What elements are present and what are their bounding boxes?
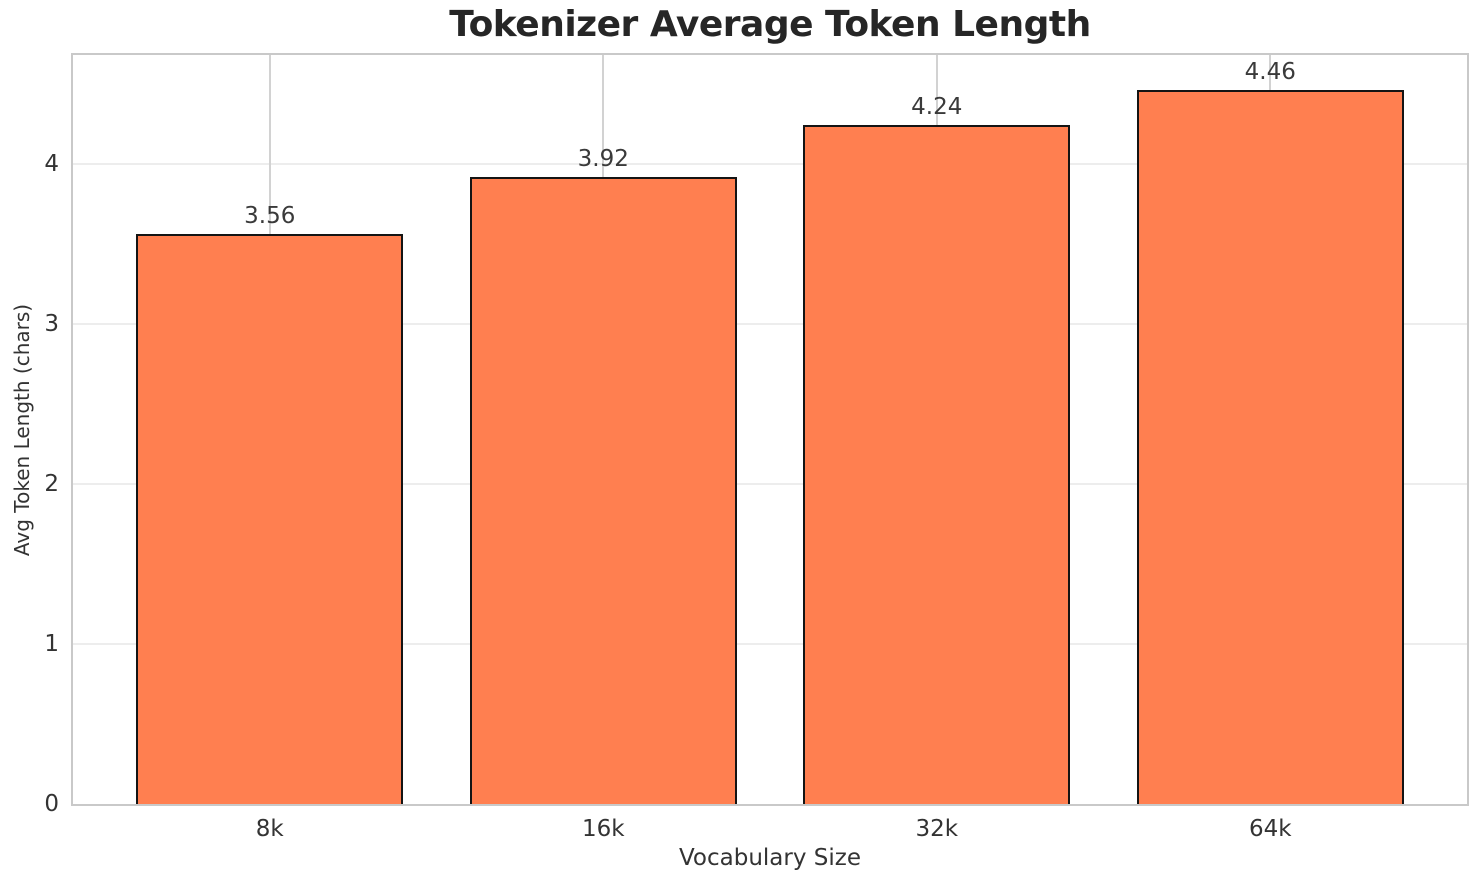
x-tick-label: 16k [581,816,625,842]
y-tick-label: 2 [44,470,59,497]
y-tick-label: 1 [44,630,59,657]
y-axis-label: Avg Token Length (chars) [10,303,34,557]
x-axis-label: Vocabulary Size [678,845,861,871]
chart-title: Tokenizer Average Token Length [449,4,1091,45]
bar-32k [803,125,1071,804]
bar-value-label: 4.24 [911,94,963,121]
horizontal-gridline [73,322,1467,325]
bar-8k [136,234,404,804]
horizontal-gridline [73,482,1467,485]
bar-value-label: 3.56 [244,203,296,230]
plot-area: 0 1 2 3 4 3.56 8k 3.92 16k 4.24 32k 4.46 64k [44,53,1469,842]
horizontal-gridline [73,162,1467,165]
x-tick-label: 64k [1248,816,1292,842]
horizontal-gridline [73,642,1467,645]
y-tick-label: 0 [44,791,59,817]
y-tick-label: 3 [44,310,59,337]
y-tick-label: 4 [44,150,59,177]
bar-value-label: 3.92 [577,145,629,172]
bar-value-label: 4.46 [1244,59,1296,86]
x-tick-label: 32k [915,816,959,842]
x-tick-label: 8k [255,816,284,842]
bar-16k [469,176,737,804]
bar-64k [1136,90,1404,804]
